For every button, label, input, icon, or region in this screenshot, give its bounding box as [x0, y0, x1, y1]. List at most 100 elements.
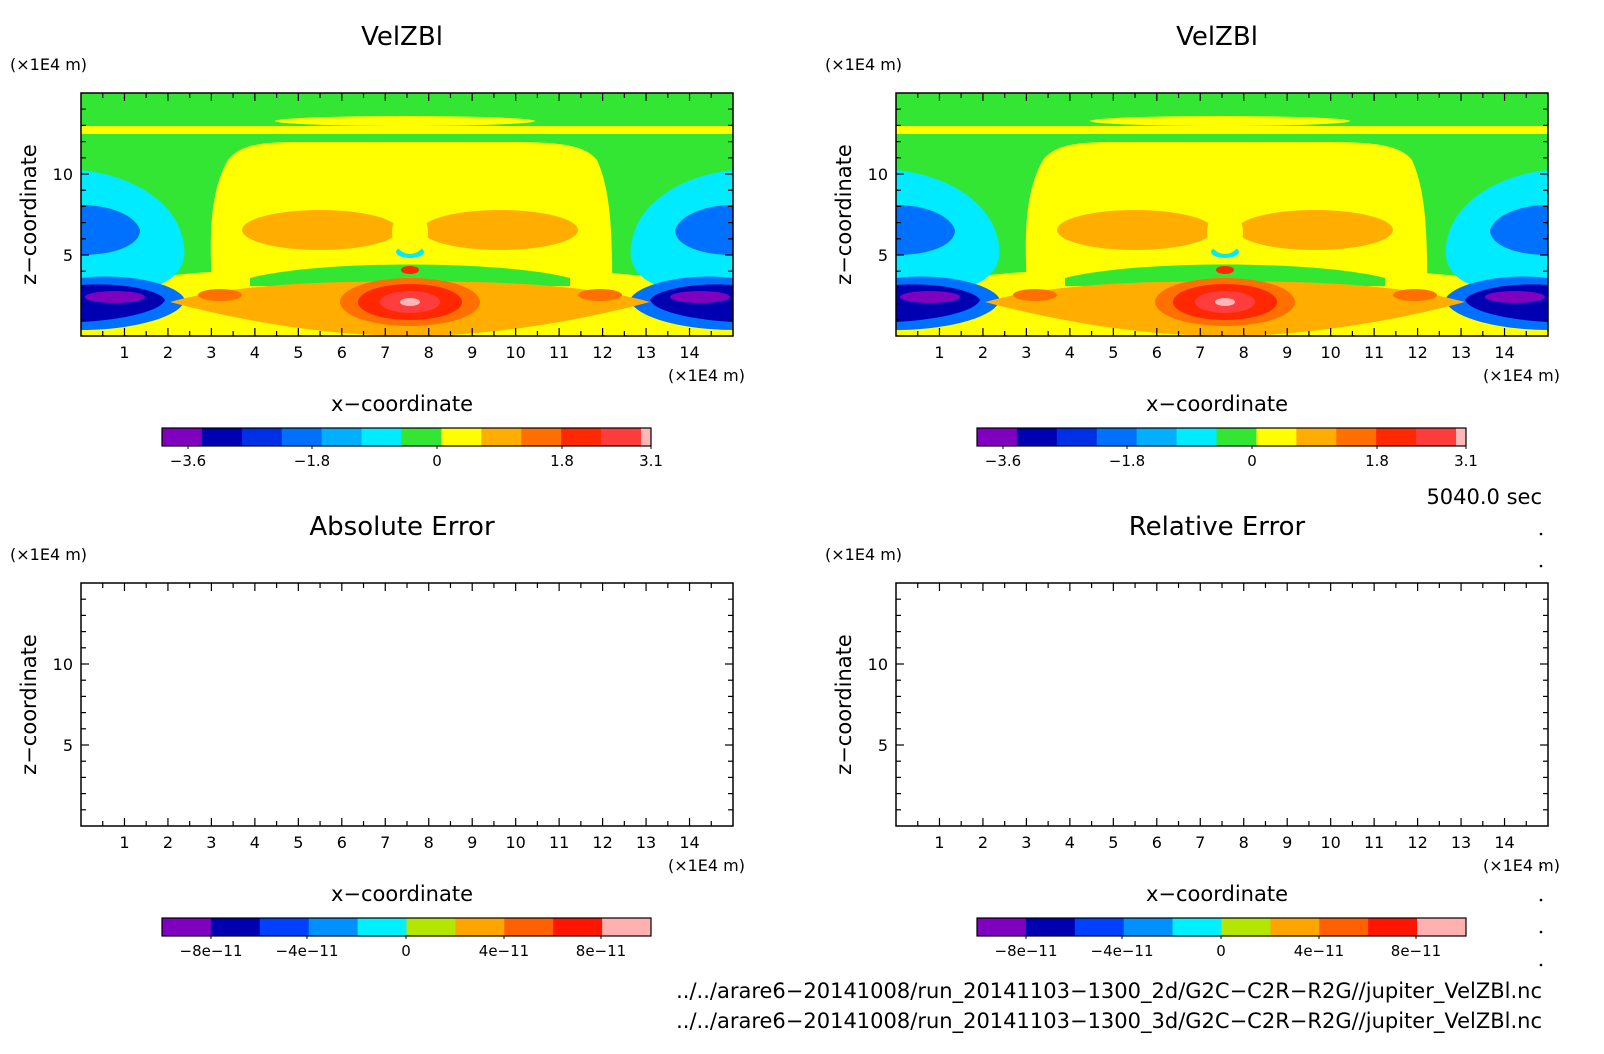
x-tick-label: 1	[934, 833, 944, 852]
x-tick-label: 2	[163, 343, 173, 362]
colorbar-label: −8e−11	[180, 942, 243, 960]
y-unit-label: (×1E4 m)	[10, 55, 87, 74]
colorbar-swatch	[401, 428, 442, 446]
x-tick-label: 9	[467, 343, 477, 362]
upper-band-gap	[81, 134, 733, 140]
y-axis-label: z−coordinate	[832, 144, 856, 285]
colorbar-swatch	[521, 428, 562, 446]
x-tick-label: 9	[1282, 833, 1292, 852]
colorbar-swatch	[1176, 428, 1217, 446]
x-tick-label: 6	[1152, 833, 1162, 852]
colorbar-swatch	[455, 918, 505, 936]
inner-green-lens	[250, 264, 570, 286]
y-axis-label: z−coordinate	[17, 144, 41, 285]
colorbar-label: 3.1	[639, 452, 663, 470]
y-axis-label: z−coordinate	[17, 634, 41, 775]
left-purple-core	[85, 291, 145, 303]
x-unit-label: (×1E4 m)	[668, 366, 745, 385]
colorbar-label: 4e−11	[1294, 942, 1344, 960]
x-tick-label: 11	[549, 343, 569, 362]
x-tick-label: 7	[1195, 343, 1205, 362]
contour-field	[81, 93, 733, 336]
colorbar-label: 4e−11	[479, 942, 529, 960]
colorbar-swatch	[1256, 428, 1297, 446]
x-tick-label: 4	[250, 343, 260, 362]
x-unit-label: (×1E4 m)	[1483, 856, 1560, 875]
x-tick-label: 14	[679, 833, 699, 852]
panel-bl: Absolute Error(×1E4 m)1 2 3 4 5 6 7 8 9 10 11 12 13 1…	[10, 512, 745, 960]
colorbar-label: 8e−11	[1391, 942, 1441, 960]
colorbar-swatch	[1136, 428, 1178, 446]
colorbar-swatch	[1416, 428, 1457, 446]
colorbar-label: 0	[1247, 452, 1257, 470]
colorbar-swatch	[259, 918, 310, 936]
x-axis-label: x−coordinate	[1146, 392, 1288, 416]
left-purple-core	[900, 291, 960, 303]
y-tick-label: 5	[878, 246, 888, 265]
colorbar-label: −3.6	[170, 452, 206, 470]
y-tick-label: 10	[53, 165, 73, 184]
colorbar-swatch	[357, 918, 407, 936]
right-purple-core	[670, 291, 730, 303]
colorbar-swatch	[162, 918, 212, 936]
colorbar-swatch	[1172, 918, 1222, 936]
x-tick-label: 3	[1021, 343, 1031, 362]
x-tick-label: 9	[1282, 343, 1292, 362]
colorbar-label: 1.8	[1365, 452, 1389, 470]
left-orange-wing	[242, 210, 398, 250]
x-tick-label: 5	[1108, 833, 1118, 852]
x-axis-label: x−coordinate	[331, 882, 473, 906]
colorbar-swatch	[1319, 918, 1369, 936]
x-tick-label: 3	[206, 343, 216, 362]
colorbar-label: 3.1	[1454, 452, 1478, 470]
right-blue-lobe	[675, 205, 733, 255]
colorbar-swatch	[601, 428, 642, 446]
colorbar-swatch	[504, 918, 554, 936]
x-tick-label: 8	[1239, 833, 1249, 852]
y-tick-label: 5	[878, 736, 888, 755]
x-tick-label: 13	[1451, 833, 1471, 852]
colorbar-swatch	[406, 918, 456, 936]
colorbar-label: 0	[401, 942, 411, 960]
right-small-red	[578, 289, 622, 301]
x-tick-label: 12	[1407, 343, 1427, 362]
colorbar-swatch	[441, 428, 482, 446]
colorbar-swatch	[241, 428, 283, 446]
x-tick-label: 8	[424, 343, 434, 362]
right-blue-lobe	[1490, 205, 1548, 255]
empty-plot-area	[81, 583, 733, 826]
x-tick-label: 7	[380, 833, 390, 852]
center-gap	[392, 210, 428, 254]
x-tick-label: 1	[119, 833, 129, 852]
panel-title: VelZBl	[1176, 22, 1258, 52]
x-tick-label: 6	[337, 343, 347, 362]
colorbar-swatch	[1296, 428, 1337, 446]
colorbar-label: −8e−11	[995, 942, 1058, 960]
panel-tl: VelZBl(×1E4 m)1 2 3 4 5 6 7 8 9 10 11 12 13 14510(×1E…	[10, 22, 745, 470]
x-tick-label: 14	[1494, 343, 1514, 362]
colorbar-label: 0	[1216, 942, 1226, 960]
panel-title: Absolute Error	[309, 512, 495, 542]
colorbar-swatch	[1074, 918, 1125, 936]
upper-lens	[1090, 116, 1350, 126]
left-small-red	[198, 289, 242, 301]
inner-green-lens	[1065, 264, 1385, 286]
x-tick-label: 2	[978, 343, 988, 362]
colorbar-swatch	[602, 918, 652, 936]
x-tick-label: 13	[636, 833, 656, 852]
left-blue-lobe	[81, 205, 140, 255]
colorbar-label: −1.8	[294, 452, 330, 470]
x-tick-label: 2	[978, 833, 988, 852]
right-purple-core	[1485, 291, 1545, 303]
contour-field	[896, 93, 1548, 336]
colorbar-label: 0	[432, 452, 442, 470]
x-tick-label: 11	[1364, 343, 1384, 362]
colorbar-swatch	[977, 918, 1027, 936]
x-axis-label: x−coordinate	[1146, 882, 1288, 906]
panel-title: Relative Error	[1129, 512, 1306, 542]
colorbar-swatch	[1123, 918, 1174, 936]
x-tick-label: 12	[592, 833, 612, 852]
colorbar-frame	[976, 427, 1467, 447]
colorbar-swatch	[1016, 428, 1058, 446]
colorbar-swatch	[1368, 918, 1418, 936]
